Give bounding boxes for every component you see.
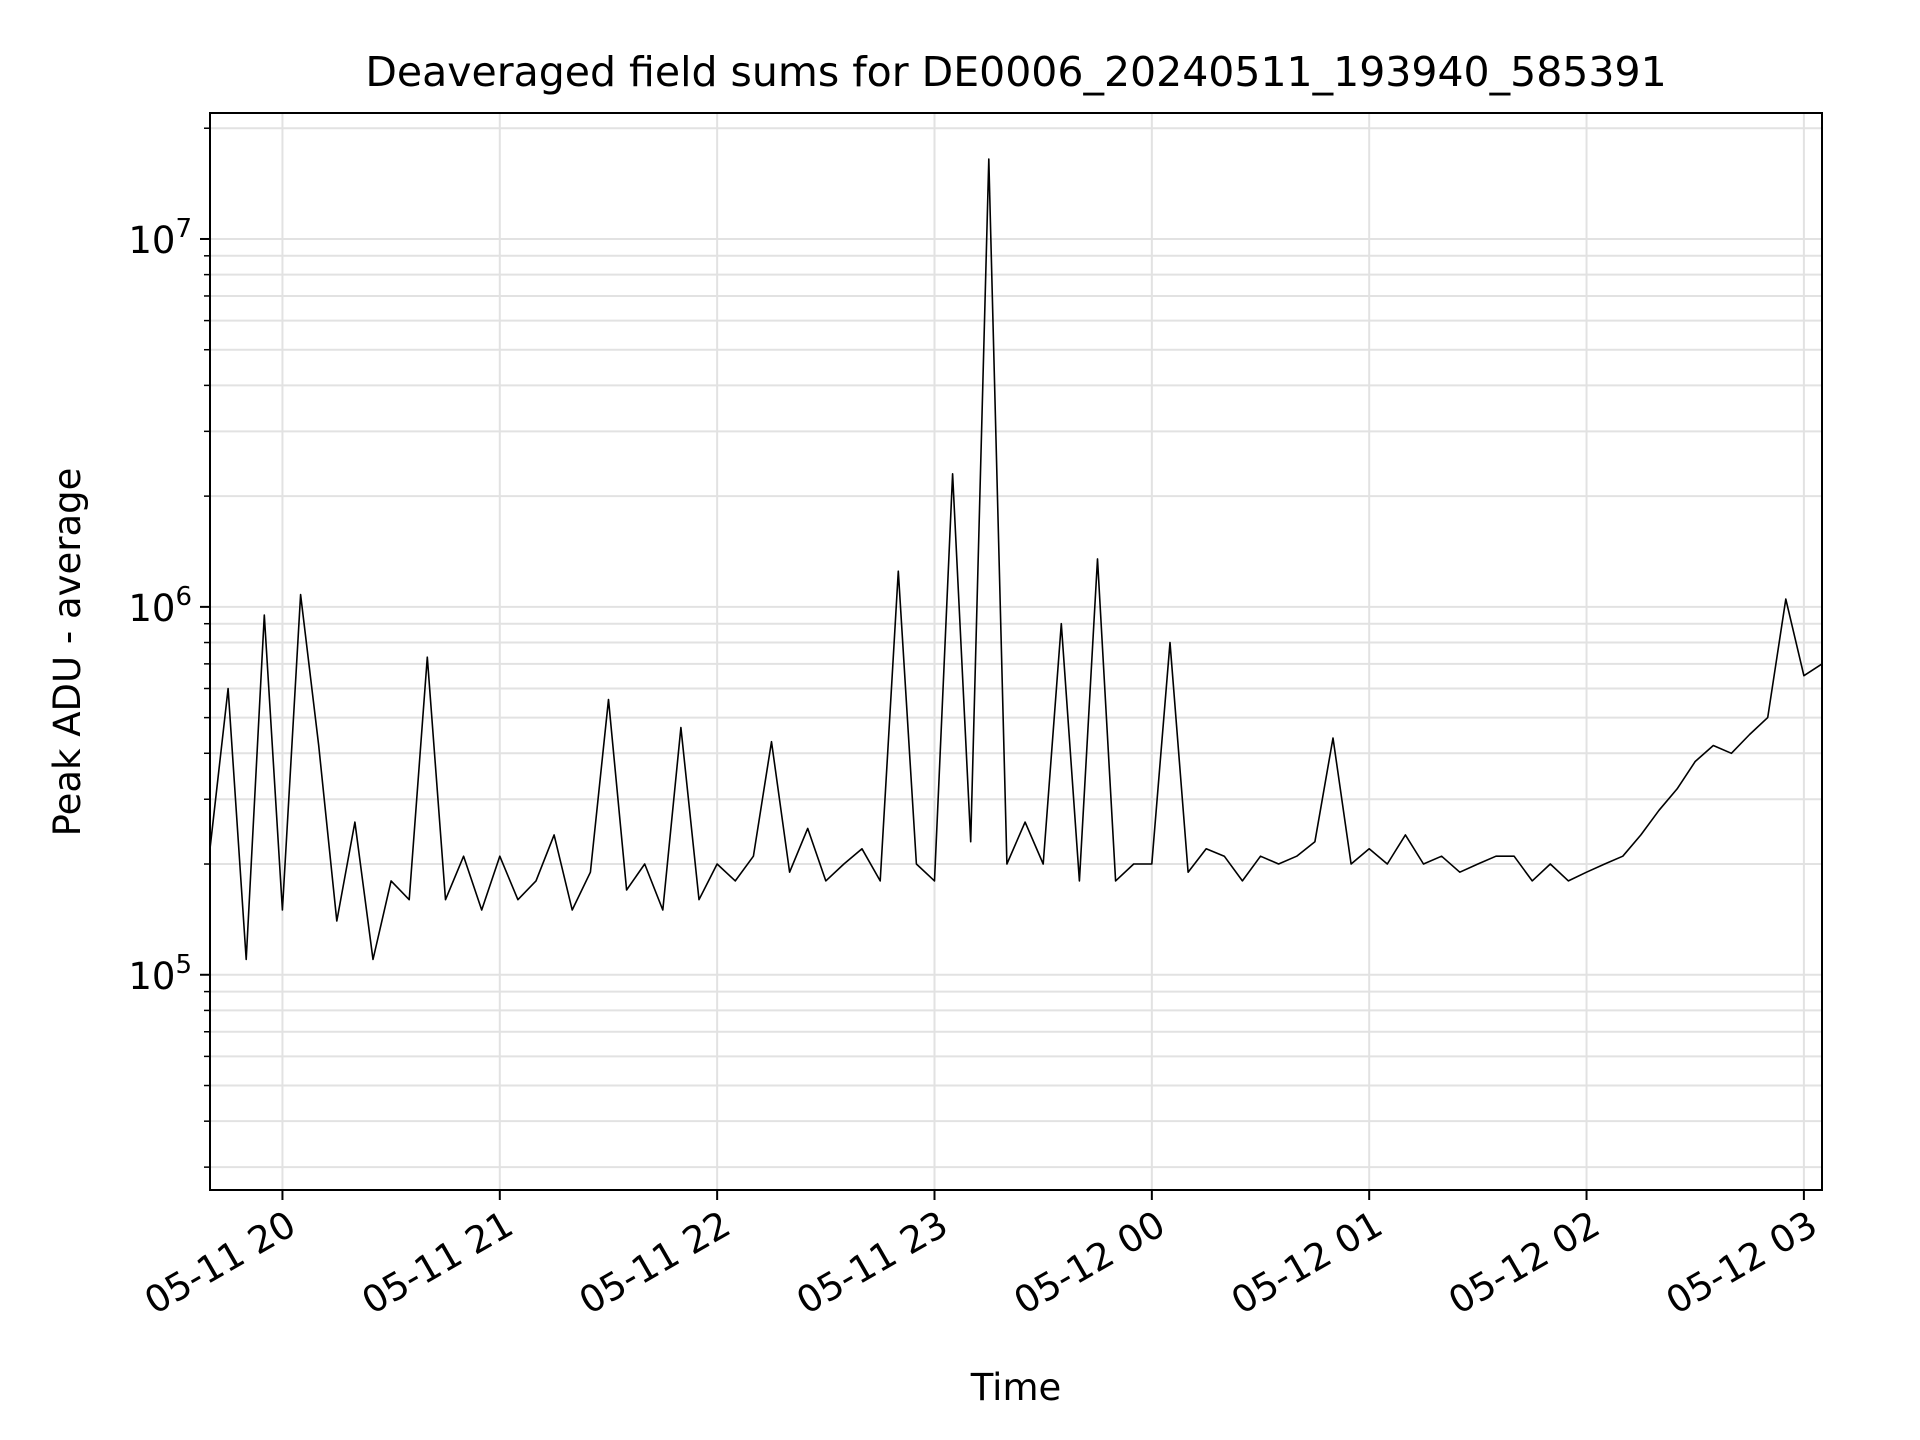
y-axis-label: Peak ADU - average <box>46 468 89 837</box>
x-tick-label: 05-11 20 <box>137 1203 303 1323</box>
x-tick-label: 05-12 02 <box>1441 1203 1607 1323</box>
grid-lines <box>210 113 1822 1190</box>
y-tick-label: 106 <box>128 582 192 630</box>
x-axis-label: Time <box>970 1366 1062 1409</box>
chart-title: Deaveraged field sums for DE0006_2024051… <box>365 48 1666 96</box>
x-tick-label: 05-11 23 <box>789 1203 955 1323</box>
y-tick-label: 105 <box>128 950 192 998</box>
x-tick-label: 05-11 22 <box>572 1203 738 1323</box>
plot-frame <box>209 112 1823 1191</box>
series-line <box>209 158 1823 961</box>
x-tick-label: 05-12 01 <box>1224 1203 1390 1323</box>
x-axis-ticks: 05-11 20 05-11 21 05-11 22 05-11 23 05-12 00… <box>137 1190 1824 1323</box>
x-tick-label: 05-12 03 <box>1659 1203 1825 1323</box>
x-tick-label: 05-12 00 <box>1007 1203 1173 1323</box>
series-group <box>209 158 1823 961</box>
x-tick-label: 05-11 21 <box>355 1203 521 1323</box>
y-tick-label: 107 <box>128 214 192 262</box>
y-axis-ticks: 105 106 107 <box>128 127 210 1168</box>
